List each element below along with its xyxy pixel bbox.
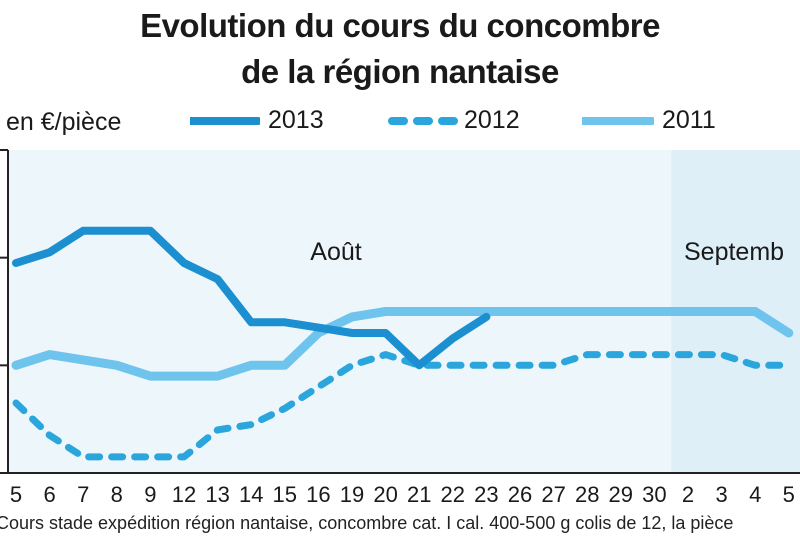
x-tick-label-21: 3 <box>715 482 727 507</box>
chart-title-line2: de la région nantaise <box>241 53 559 90</box>
x-tick-label-6: 13 <box>205 482 229 507</box>
x-tick-label-23: 5 <box>783 482 795 507</box>
x-tick-label-12: 21 <box>407 482 431 507</box>
x-tick-label-7: 14 <box>239 482 263 507</box>
period-label-september: Septemb <box>684 238 784 266</box>
legend-swatch-2013 <box>190 117 260 125</box>
legend-swatch-2011 <box>582 117 654 125</box>
series-line-2011 <box>11 307 794 381</box>
x-tick-label-15: 26 <box>508 482 532 507</box>
series-line-2013 <box>12 226 491 370</box>
x-tick-label-8: 15 <box>273 482 297 507</box>
x-tick-label-10: 19 <box>340 482 364 507</box>
x-tick-label-9: 16 <box>306 482 330 507</box>
x-tick-label-22: 4 <box>749 482 761 507</box>
y-axis-unit-label: en €/pièce <box>6 108 122 136</box>
x-tick-label-16: 27 <box>541 482 565 507</box>
x-tick-label-14: 23 <box>474 482 498 507</box>
x-tick-label-18: 29 <box>609 482 633 507</box>
x-tick-label-2: 7 <box>77 482 89 507</box>
x-tick-label-13: 22 <box>441 482 465 507</box>
series-line-2012 <box>12 351 793 461</box>
x-tick-label-0: 5 <box>10 482 22 507</box>
source-footnote: Cours stade expédition région nantaise, … <box>0 513 734 533</box>
legend-label-2012: 2012 <box>464 106 520 134</box>
x-tick-label-5: 12 <box>172 482 196 507</box>
x-tick-label-11: 20 <box>373 482 397 507</box>
legend-label-2013: 2013 <box>268 106 324 134</box>
legend-label-2011: 2011 <box>662 106 716 134</box>
x-tick-label-3: 8 <box>111 482 123 507</box>
x-tick-label-1: 6 <box>43 482 55 507</box>
legend-swatch-2012 <box>388 117 458 125</box>
chart-title-line1: Evolution du cours du concombre <box>140 7 660 44</box>
x-tick-label-19: 30 <box>642 482 666 507</box>
x-tick-label-17: 28 <box>575 482 599 507</box>
period-label-aout: Août <box>310 238 361 266</box>
x-tick-label-4: 9 <box>144 482 156 507</box>
x-tick-label-20: 2 <box>682 482 694 507</box>
